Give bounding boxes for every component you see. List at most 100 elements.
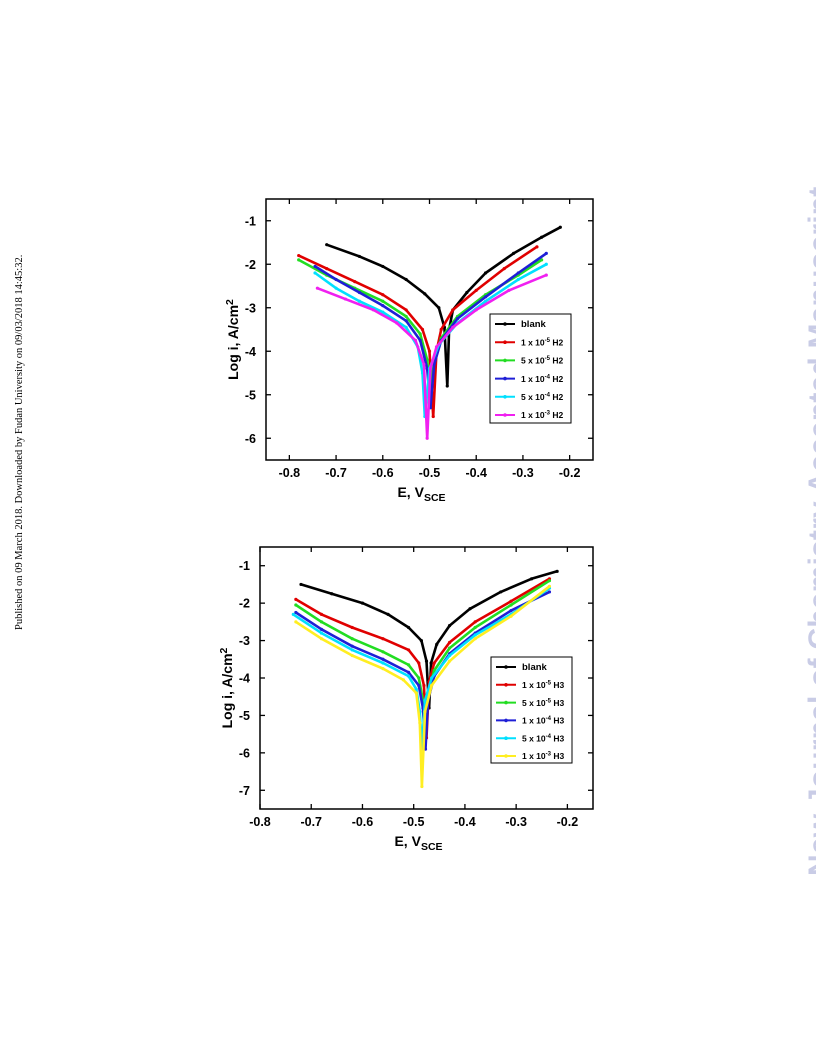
series-point (414, 691, 418, 695)
x-tick-label: -0.3 (505, 815, 527, 829)
series-point (371, 308, 376, 312)
series-point (516, 277, 520, 282)
x-tick-label: -0.5 (403, 815, 425, 829)
x-tick-label: -0.3 (512, 466, 534, 480)
y-tick-label: -4 (245, 345, 256, 359)
series-point (381, 650, 385, 654)
series-point (509, 614, 513, 618)
series-point (555, 569, 559, 573)
legend-marker-4 (503, 395, 507, 399)
series-point (423, 698, 427, 703)
series-point (451, 325, 455, 329)
series-point (473, 633, 477, 637)
series-point (447, 659, 452, 663)
series-point (423, 292, 427, 296)
series-point (465, 290, 469, 295)
series-point (319, 627, 324, 631)
series-point (428, 367, 433, 371)
series-point (319, 637, 324, 641)
series-point (353, 280, 357, 284)
series-point (509, 599, 513, 603)
series-point (381, 661, 385, 665)
series-point (509, 603, 513, 607)
legend-marker-2 (504, 700, 508, 705)
series-point (401, 678, 406, 682)
series-point (420, 327, 425, 332)
series-point (395, 321, 399, 325)
series-point (422, 683, 426, 688)
series-point (381, 637, 385, 641)
series-point (432, 668, 436, 673)
series-point (381, 667, 385, 671)
x-tick-label: -0.5 (419, 466, 441, 480)
series-point (404, 314, 408, 319)
series-point (334, 286, 338, 290)
series-point (417, 676, 421, 680)
series-point (350, 653, 354, 658)
y-tick-label: -7 (239, 784, 250, 798)
x-tick-label: -0.4 (465, 466, 487, 480)
series-point (414, 687, 418, 691)
legend-label-0: blank (522, 662, 548, 673)
y-tick-label: -3 (239, 634, 250, 648)
legend-marker-3 (504, 718, 508, 723)
series-point (422, 362, 426, 366)
x-tick-label: -0.2 (559, 466, 581, 480)
series-point (418, 721, 422, 725)
series-point (437, 306, 441, 310)
series-point (425, 436, 429, 440)
series-point (313, 271, 317, 275)
series-point (406, 648, 411, 652)
legend-marker-0 (503, 322, 507, 326)
series-point (430, 683, 434, 688)
x-tick-label: -0.6 (352, 815, 374, 829)
series-point (350, 644, 354, 648)
series-line-4 (313, 263, 548, 418)
series-point (429, 661, 433, 665)
series-point (455, 317, 460, 321)
series-point (439, 327, 443, 332)
series-point (473, 625, 477, 630)
series-point (406, 663, 411, 667)
series-point (330, 592, 334, 596)
series-point (325, 267, 329, 271)
series-point (434, 345, 439, 349)
series-point (511, 251, 516, 255)
legend-label-1: 1 x 10-5 H2 (521, 337, 563, 347)
series-point (474, 288, 478, 292)
series-point (507, 288, 511, 292)
y-tick-label: -5 (239, 709, 250, 723)
series-point (343, 297, 348, 301)
series-point (447, 646, 452, 650)
series-point (483, 295, 488, 299)
x-tick-label: -0.2 (557, 815, 579, 829)
series-point (483, 299, 488, 303)
series-point (427, 349, 432, 353)
x-tick-label: -0.7 (325, 466, 347, 480)
series-point (299, 582, 303, 587)
series-point (294, 603, 298, 607)
series-point (535, 245, 539, 249)
legend-marker-5 (503, 413, 507, 417)
series-point (435, 642, 439, 646)
series-point (404, 319, 408, 323)
series-point (291, 612, 295, 616)
x-tick-label: -0.6 (372, 466, 394, 480)
legend-label-4: 5 x 10-4 H3 (522, 733, 564, 743)
series-point (413, 338, 418, 342)
series-point (357, 290, 362, 295)
legend-marker-0 (504, 665, 508, 669)
series-point (294, 620, 298, 624)
series-point (516, 271, 520, 275)
x-tick-label: -0.8 (279, 466, 301, 480)
legend-marker-4 (504, 736, 508, 740)
series-point (468, 607, 472, 611)
series-point (547, 590, 552, 594)
legend-label-2: 5 x 10-5 H2 (521, 356, 563, 366)
series-point (319, 631, 324, 635)
series-point (381, 264, 385, 269)
series-point (474, 308, 478, 312)
x-tick-label: -0.8 (249, 815, 271, 829)
series-point (294, 610, 298, 615)
